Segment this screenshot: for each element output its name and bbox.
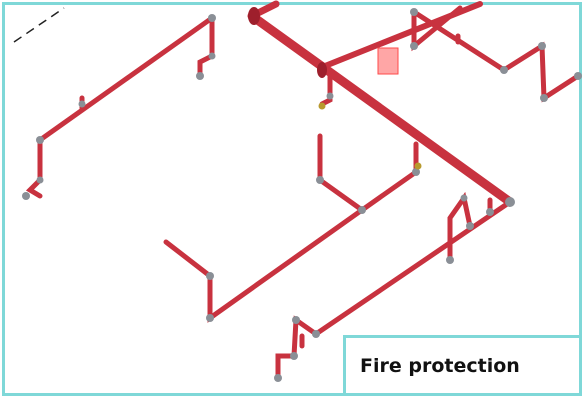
fitting xyxy=(208,14,216,22)
fitting xyxy=(500,66,508,74)
flange-valve xyxy=(248,7,260,25)
fitting xyxy=(466,222,474,230)
fitting xyxy=(292,316,300,324)
branch-left-upper xyxy=(25,15,215,199)
branch-middle-left xyxy=(163,207,365,323)
main-drop xyxy=(319,71,333,107)
viewport-frame xyxy=(2,2,582,396)
fitting xyxy=(410,8,418,16)
fitting xyxy=(312,330,320,338)
caption-box: Fire protection xyxy=(343,335,579,393)
fitting xyxy=(316,176,324,184)
fitting xyxy=(412,168,420,176)
gauge-valve xyxy=(318,102,326,110)
highlighted-valve-box xyxy=(377,47,399,75)
fitting xyxy=(446,256,454,264)
branch-middle-loop xyxy=(317,133,419,214)
branch-left-drop xyxy=(197,15,215,79)
fitting xyxy=(505,197,515,207)
valves xyxy=(248,7,422,170)
branch-lower-drop xyxy=(447,191,473,263)
fitting xyxy=(410,42,418,50)
fitting xyxy=(574,72,582,80)
fittings xyxy=(22,8,582,382)
fitting xyxy=(22,192,30,200)
fitting xyxy=(36,136,44,144)
fitting xyxy=(274,374,282,382)
fitting xyxy=(538,42,546,50)
fitting xyxy=(358,206,366,214)
fitting xyxy=(208,52,216,60)
flange-valve xyxy=(317,62,327,78)
gauge-valve xyxy=(414,162,422,170)
main-pipe xyxy=(247,11,515,207)
branch-lower xyxy=(275,199,513,381)
fitting xyxy=(326,92,334,100)
fitting xyxy=(486,208,494,216)
fitting xyxy=(206,314,214,322)
branch-right-upper xyxy=(411,9,581,103)
fitting xyxy=(36,176,44,184)
fitting xyxy=(540,94,548,102)
fitting xyxy=(460,194,468,202)
main-pipe-run xyxy=(247,0,515,207)
fitting xyxy=(290,352,298,360)
fitting xyxy=(206,272,214,280)
reference-dashed-line xyxy=(13,7,65,43)
fitting xyxy=(196,72,204,80)
caption-title: Fire protection xyxy=(360,354,520,377)
fitting xyxy=(78,100,86,108)
